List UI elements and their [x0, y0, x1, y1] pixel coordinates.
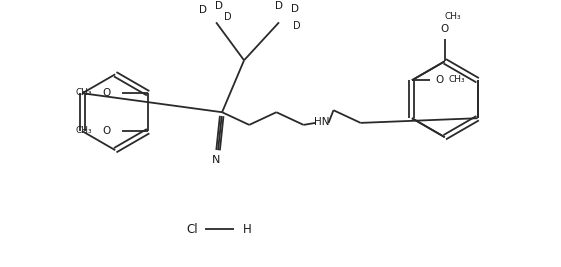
- Text: Cl: Cl: [186, 223, 198, 235]
- Text: D: D: [293, 21, 301, 31]
- Text: D: D: [291, 4, 299, 14]
- Text: O: O: [102, 126, 110, 136]
- Text: CH₃: CH₃: [449, 75, 465, 84]
- Text: O: O: [102, 88, 110, 98]
- Text: D: D: [199, 5, 207, 15]
- Text: HN: HN: [314, 117, 330, 127]
- Text: CH₃: CH₃: [444, 12, 461, 21]
- Text: D: D: [224, 12, 232, 22]
- Text: O: O: [436, 75, 444, 85]
- Text: CH₃: CH₃: [76, 88, 92, 97]
- Text: D: D: [215, 1, 223, 11]
- Text: O: O: [440, 24, 449, 34]
- Text: N: N: [212, 155, 220, 165]
- Text: CH₃: CH₃: [76, 126, 92, 135]
- Text: H: H: [243, 223, 251, 235]
- Text: D: D: [275, 1, 283, 11]
